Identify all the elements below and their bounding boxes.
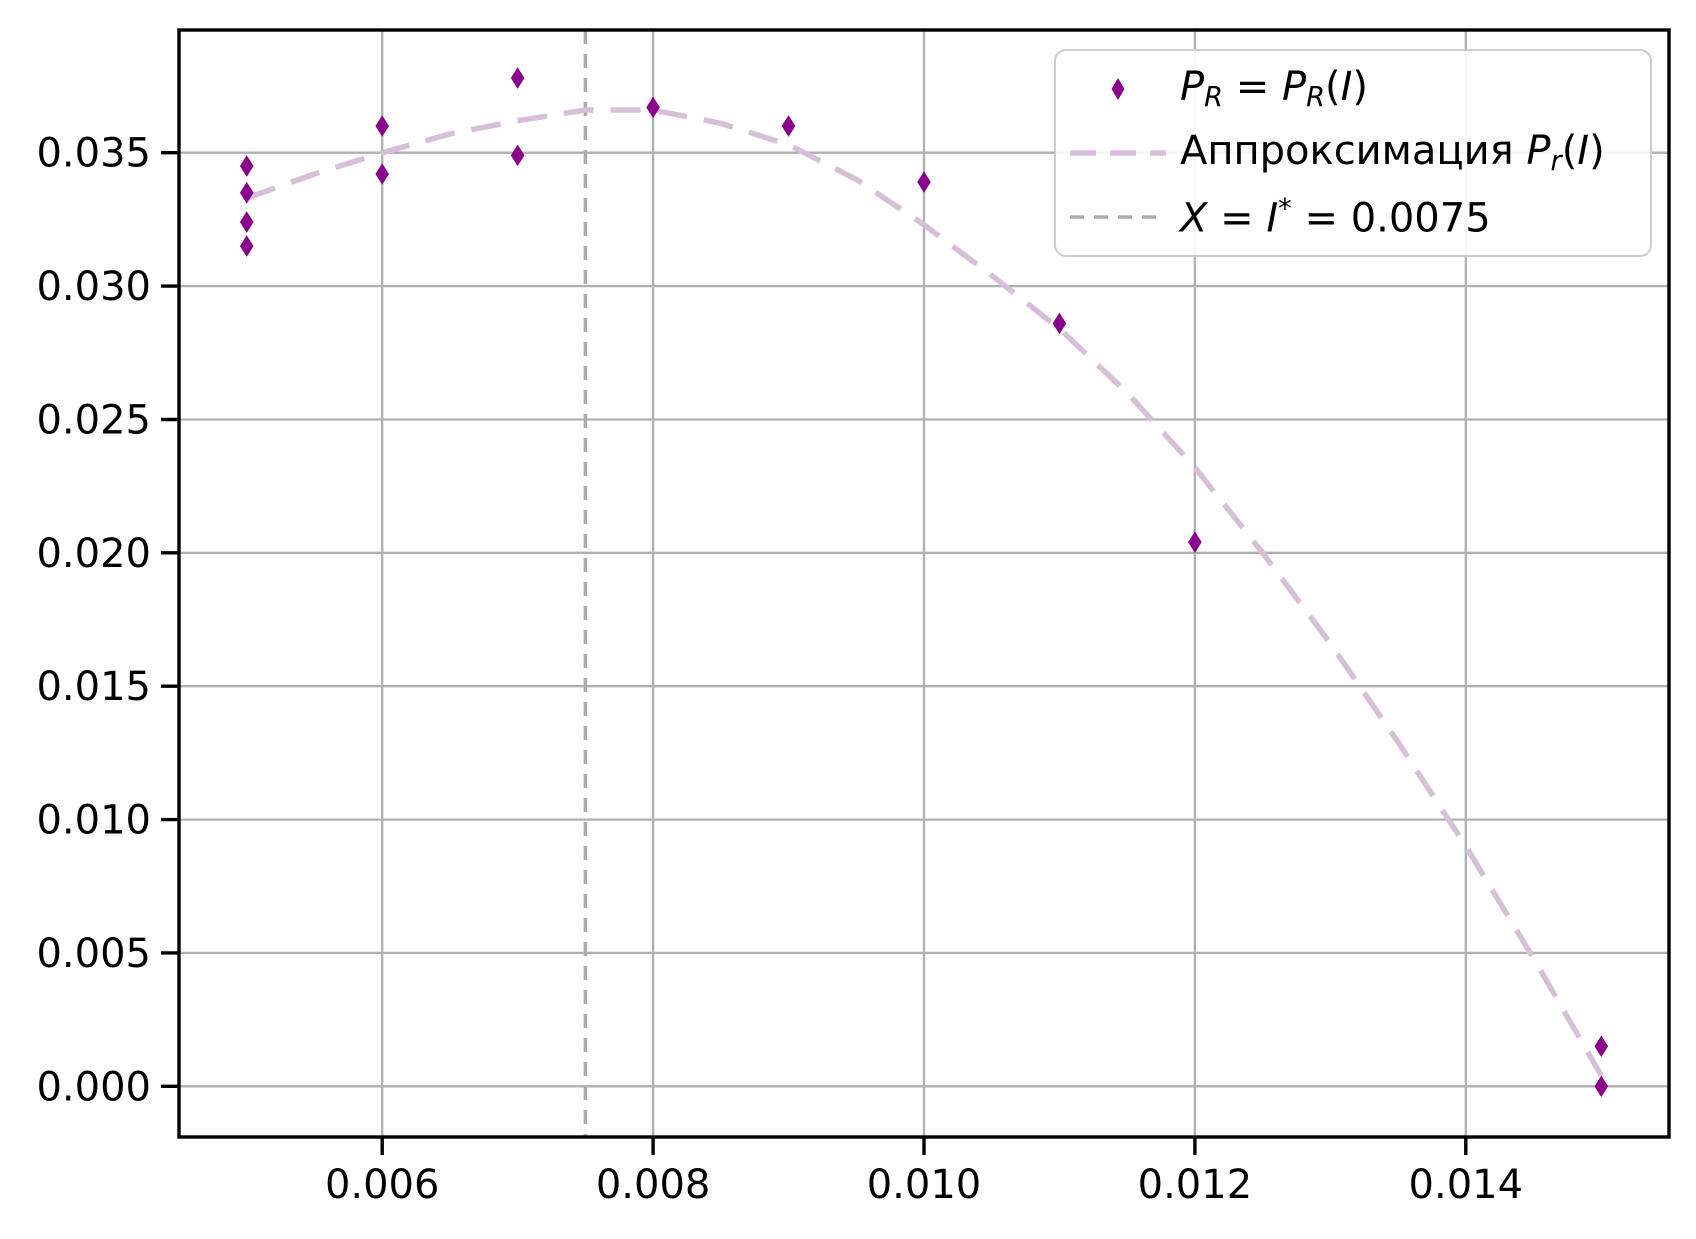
data-point — [239, 211, 254, 233]
legend-label-1: Аппроксимация Pr(I) — [1180, 127, 1605, 177]
data-point — [510, 144, 525, 167]
y-tick-label: 0.025 — [36, 398, 151, 444]
legend: PR = PR(I) Аппроксимация Pr(I) X = I* = 0.… — [1054, 49, 1652, 257]
fit-curve — [245, 107, 1604, 1077]
y-tick-label: 0.035 — [36, 131, 151, 177]
data-point — [1052, 312, 1067, 335]
data-point — [375, 115, 389, 137]
y-tick-label: 0.000 — [36, 1064, 151, 1110]
data-point — [781, 115, 796, 137]
data-point — [1188, 531, 1202, 553]
y-tick-label: 0.005 — [36, 931, 151, 977]
data-point — [1594, 1035, 1609, 1058]
y-tick-label: 0.020 — [36, 531, 151, 577]
data-point — [1594, 1075, 1609, 1098]
x-tick-label: 0.010 — [867, 1162, 982, 1208]
data-point — [239, 181, 254, 204]
y-tick-label: 0.030 — [36, 264, 151, 310]
x-tick-label: 0.014 — [1409, 1162, 1524, 1208]
data-point — [239, 155, 254, 177]
y-tick-label: 0.015 — [36, 664, 151, 710]
diamond-marker-icon — [1056, 67, 1180, 111]
data-point — [646, 96, 660, 119]
dashed-line-icon — [1056, 131, 1180, 175]
legend-item-0: PR = PR(I) — [1056, 58, 1650, 120]
legend-item-1: Аппроксимация Pr(I) — [1056, 122, 1650, 184]
y-tick-label: 0.010 — [36, 798, 151, 844]
data-point — [375, 163, 389, 185]
legend-label-0: PR = PR(I) — [1180, 63, 1368, 113]
dashed-line-icon — [1056, 195, 1180, 239]
x-tick-label: 0.006 — [325, 1162, 440, 1208]
x-tick-label: 0.008 — [596, 1162, 711, 1208]
x-tick-label: 0.012 — [1138, 1162, 1253, 1208]
data-point — [510, 67, 525, 89]
legend-item-2: X = I* = 0.0075 — [1056, 186, 1650, 248]
data-point — [917, 171, 931, 193]
data-point — [239, 235, 254, 257]
legend-label-2: X = I* = 0.0075 — [1180, 193, 1491, 242]
